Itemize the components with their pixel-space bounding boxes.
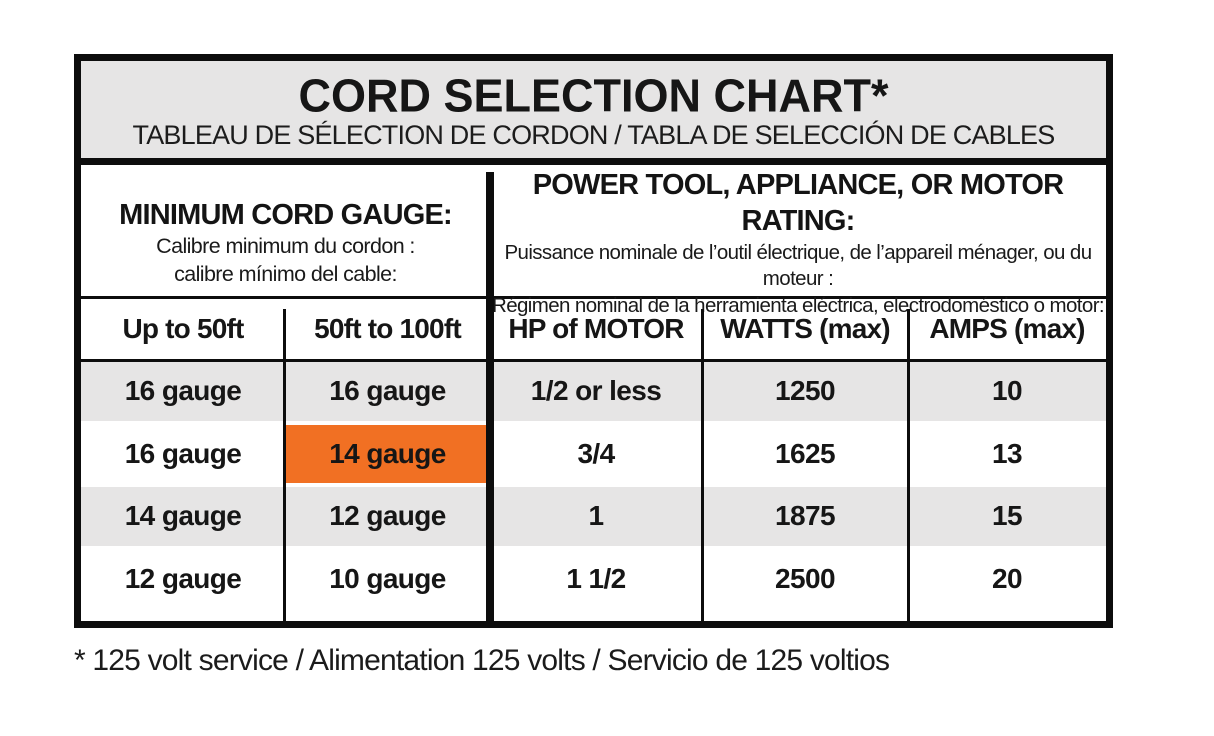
table-cell: 15 [992, 500, 1023, 532]
column-header-hp-of-motor: HP of MOTOR [508, 313, 684, 344]
table-cell: 1875 [775, 500, 835, 532]
table-cell: 16 gauge [124, 437, 242, 469]
table-cell: 1250 [775, 375, 835, 407]
motor-rating-line-fr: Puissance nominale de l’outil électrique… [504, 240, 1092, 291]
table-cell: 1 [588, 500, 605, 532]
table-cell: 10 gauge [329, 562, 446, 594]
column-divider [283, 309, 286, 621]
table-cell: 1 1/2 [566, 562, 626, 594]
motor-rating-heading: POWER TOOL, APPLIANCE, OR MOTOR RATING: [532, 169, 1064, 238]
column-header-up-to-50ft: Up to 50ft [122, 313, 244, 344]
section-header-band: MINIMUM CORD GAUGE: Calibre minimum du c… [81, 165, 1106, 317]
chart-subtitle: TABLEAU DE SÉLECTION DE CORDON / TABLA D… [132, 119, 1056, 150]
table-row: 16 gauge 14 gauge 3/4 1625 13 [81, 424, 1106, 483]
chart-content: CORD SELECTION CHART* TABLEAU DE SÉLECTI… [81, 61, 1106, 621]
table-cell: 12 gauge [124, 562, 242, 594]
table-cell: 13 [992, 437, 1023, 469]
table-cell: 16 gauge [124, 375, 242, 407]
column-divider [701, 309, 704, 621]
motor-rating-header: POWER TOOL, APPLIANCE, OR MOTOR RATING: … [490, 165, 1106, 319]
title-band: CORD SELECTION CHART* TABLEAU DE SÉLECTI… [81, 61, 1106, 165]
min-cord-gauge-header: MINIMUM CORD GAUGE: Calibre minimum du c… [81, 165, 490, 319]
table-row: 12 gauge 10 gauge 1 1/2 2500 20 [81, 550, 1106, 609]
column-divider [907, 309, 910, 621]
min-cord-gauge-line-es: calibre mínimo del cable: [174, 262, 397, 287]
column-header-watts-max: WATTS (max) [720, 313, 890, 344]
table-cell: 16 gauge [329, 375, 446, 407]
section-divider [486, 172, 494, 621]
table-cell: 2500 [775, 562, 835, 594]
table-row: 16 gauge 16 gauge 1/2 or less 1250 10 [81, 362, 1106, 421]
table-cell: 20 [992, 562, 1023, 594]
min-cord-gauge-line-fr: Calibre minimum du cordon : [156, 234, 415, 259]
table-cell: 10 [992, 375, 1023, 407]
table-cell-highlighted: 14 gauge [285, 424, 490, 483]
column-header-amps-max: AMPS (max) [929, 313, 1085, 344]
footnote: * 125 volt service / Alimentation 125 vo… [74, 644, 890, 677]
table-cell: 3/4 [577, 437, 615, 469]
table-body: 16 gauge 16 gauge 1/2 or less 1250 10 16… [81, 362, 1106, 608]
chart-title: CORD SELECTION CHART* [298, 68, 889, 122]
motor-rating-line-es: Régimen nominal de la herramienta eléctr… [491, 293, 1105, 317]
table-cell: 12 gauge [329, 500, 446, 532]
column-header-50ft-to-100ft: 50ft to 100ft [314, 313, 462, 344]
table-cell: 14 gauge [124, 500, 242, 532]
table-row: 14 gauge 12 gauge 1 1875 15 [81, 487, 1106, 546]
cord-selection-chart: CORD SELECTION CHART* TABLEAU DE SÉLECTI… [74, 54, 1113, 628]
min-cord-gauge-heading: MINIMUM CORD GAUGE: [119, 199, 453, 232]
column-header-row: Up to 50ft 50ft to 100ft HP of MOTOR WAT… [81, 299, 1106, 362]
table-cell: 1625 [775, 437, 835, 469]
table-cell: 1/2 or less [530, 375, 662, 407]
